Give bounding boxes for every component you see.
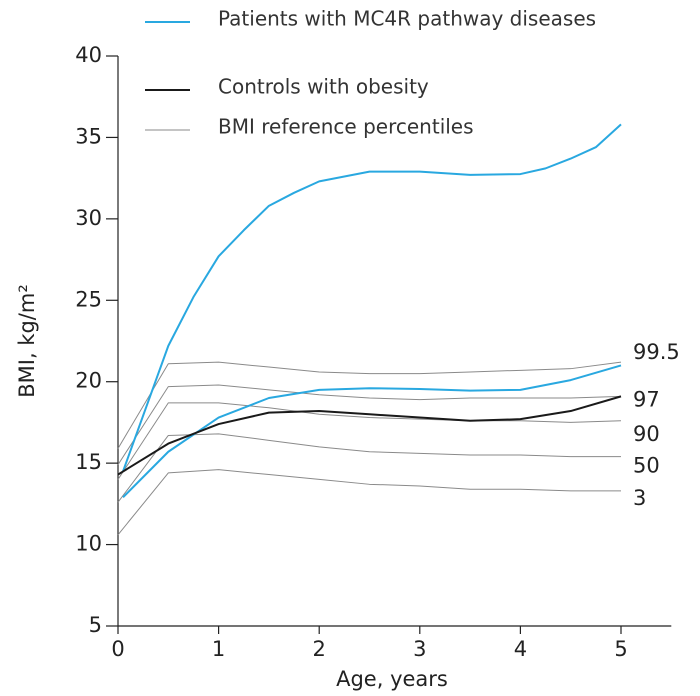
percentile-line [117,402,622,480]
y-tick-label: 30 [75,206,102,230]
y-tick-label: 35 [75,124,102,148]
x-tick-label: 2 [313,637,326,661]
percentile-line [117,469,621,536]
y-axis-label: BMI, kg/m² [15,284,39,398]
series-line [117,395,622,476]
y-tick-label: 15 [75,450,102,474]
series-line [122,364,622,499]
legend-label: Patients with MC4R pathway diseases [218,7,596,31]
percentile-label: 50 [633,454,660,478]
percentile-label: 90 [633,422,660,446]
y-tick-label: 40 [75,43,102,67]
percentile-label: 99.5 [633,340,680,364]
x-tick-label: 1 [212,637,225,661]
y-tick-label: 25 [75,287,102,311]
legend-label: Controls with obesity [218,75,429,99]
y-tick-label: 5 [89,613,102,637]
series-line [122,123,622,472]
x-tick-label: 0 [111,637,124,661]
y-tick-label: 10 [75,532,102,556]
percentile-line [117,433,621,503]
percentile-line [117,384,622,466]
percentile-label: 97 [633,387,660,411]
x-axis-label: Age, years [336,667,448,691]
percentile-line [117,361,622,449]
legend-label: BMI reference percentiles [218,115,474,139]
percentile-label: 3 [633,486,646,510]
y-tick-label: 20 [75,369,102,393]
x-tick-label: 3 [413,637,426,661]
x-tick-label: 5 [614,637,627,661]
x-tick-label: 4 [514,637,527,661]
